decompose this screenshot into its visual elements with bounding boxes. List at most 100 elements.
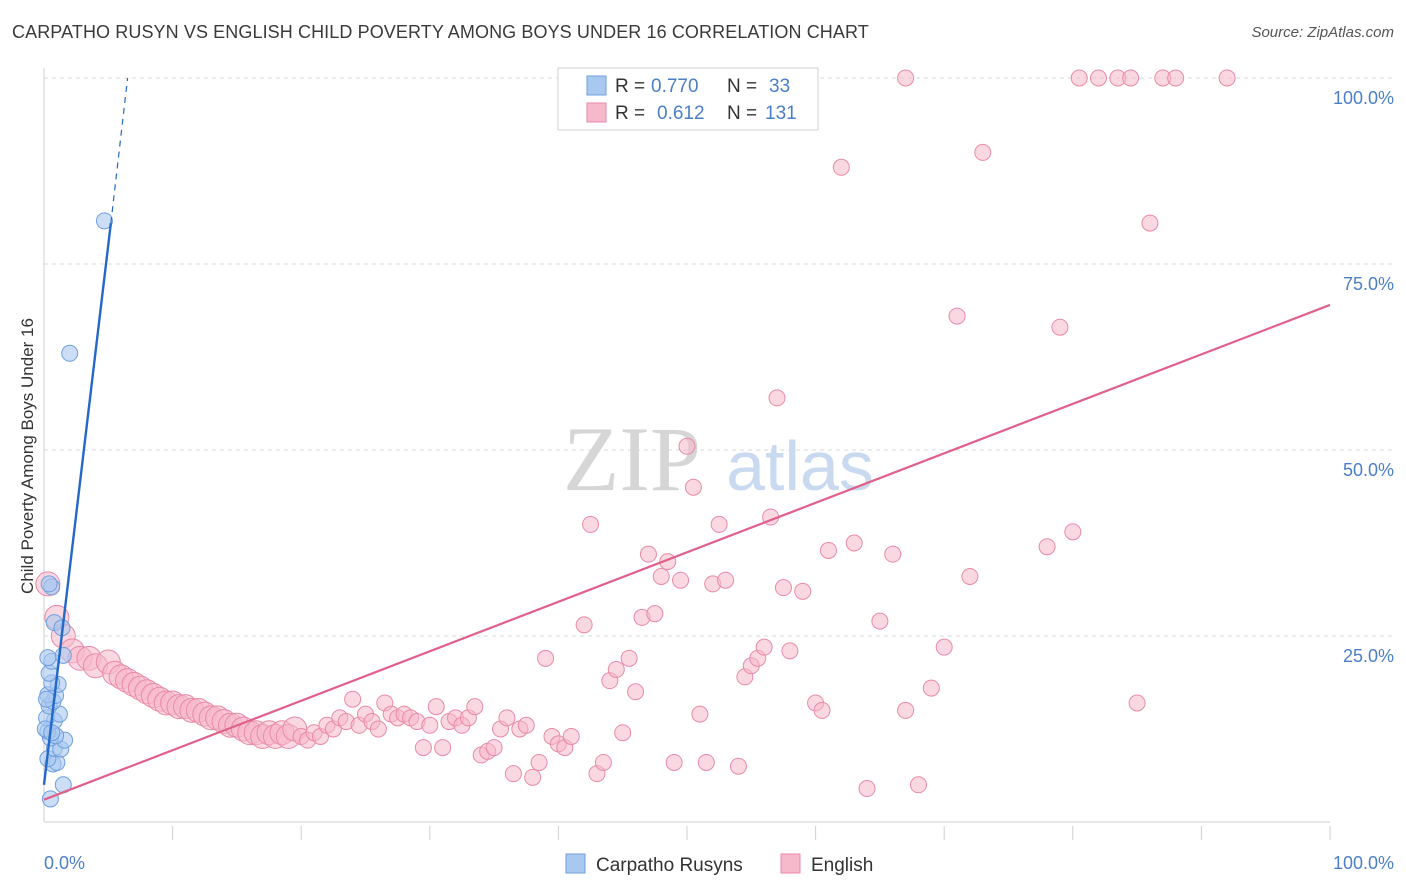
bottom-legend-label-blue: Carpatho Rusyns	[596, 855, 743, 876]
english-point	[1038, 538, 1056, 556]
english-point	[691, 705, 709, 723]
english-point	[922, 679, 940, 697]
english-point	[639, 545, 657, 563]
legend-r-value-pink: 0.612	[657, 103, 705, 124]
y-tick-label: 100.0%	[1333, 88, 1394, 108]
source-label: Source: ZipAtlas.com	[1251, 24, 1394, 41]
english-point	[794, 582, 812, 600]
english-point	[768, 389, 786, 407]
legend-swatch-pink	[586, 102, 607, 123]
english-point	[614, 724, 632, 742]
english-point	[909, 776, 927, 794]
english-point	[665, 753, 683, 771]
y-tick-label: 25.0%	[1343, 646, 1394, 666]
english-point	[948, 307, 966, 325]
english-point	[1090, 69, 1108, 87]
legend-swatch-blue	[586, 75, 607, 96]
english-point	[524, 768, 542, 786]
watermark: ZIP atlas	[563, 408, 874, 510]
english-point	[897, 69, 915, 87]
carpatho-rusyn-point	[39, 649, 57, 667]
chart-title: CARPATHO RUSYN VS ENGLISH CHILD POVERTY …	[12, 22, 869, 42]
english-point	[774, 579, 792, 597]
english-point	[607, 660, 625, 678]
english-point	[717, 571, 735, 589]
y-tick-label: 75.0%	[1343, 274, 1394, 294]
english-points	[35, 69, 1236, 798]
english-point	[832, 158, 850, 176]
english-point	[575, 616, 593, 634]
axes: 100.0% 75.0% 50.0% 25.0% 0.0% 100.0% Child Pov…	[18, 68, 1394, 873]
carpatho-rusyn-point	[38, 690, 56, 708]
english-point	[1122, 69, 1140, 87]
bottom-legend-label-pink: English	[811, 855, 873, 876]
carpatho-rusyn-point	[40, 575, 58, 593]
english-point	[530, 753, 548, 771]
english-point	[1051, 318, 1069, 336]
x-tick-label: 100.0%	[1333, 853, 1394, 873]
english-point	[1167, 69, 1185, 87]
english-point	[684, 478, 702, 496]
english-point	[646, 605, 664, 623]
english-point	[582, 515, 600, 533]
english-point	[884, 545, 902, 563]
english-point	[678, 437, 696, 455]
english-point	[594, 753, 612, 771]
legend-box: R = 0.770 N = 33 R = 0.612 N = 131	[557, 67, 819, 131]
legend-r-label-pink: R =	[615, 103, 645, 124]
english-point	[1218, 69, 1236, 87]
english-point	[710, 515, 728, 533]
legend-n-label-blue: N =	[727, 76, 757, 97]
english-point	[697, 753, 715, 771]
english-point	[1141, 214, 1159, 232]
trendlines	[42, 77, 1331, 801]
english-point	[485, 739, 503, 757]
english-point	[344, 690, 362, 708]
legend-r-label-blue: R =	[615, 76, 645, 97]
grid	[44, 77, 1392, 637]
english-point	[935, 638, 953, 656]
english-point	[434, 739, 452, 757]
english-point	[845, 534, 863, 552]
english-point	[755, 638, 773, 656]
carpatho-rusyn-points	[36, 212, 113, 808]
x-tick-label: 0.0%	[44, 853, 85, 873]
y-tick-label: 50.0%	[1343, 460, 1394, 480]
english-point	[562, 727, 580, 745]
legend-r-value-blue: 0.770	[651, 76, 699, 97]
legend-n-value-pink: 131	[765, 103, 797, 124]
english-point	[427, 698, 445, 716]
english-point	[858, 780, 876, 798]
bottom-legend-swatch-pink	[780, 853, 801, 874]
english-point	[498, 709, 516, 727]
english-trendline	[43, 303, 1331, 801]
english-point	[620, 649, 638, 667]
english-point	[781, 642, 799, 660]
watermark-zip: ZIP	[563, 408, 701, 510]
english-point	[504, 765, 522, 783]
bottom-legend: Carpatho Rusyns English	[565, 853, 873, 876]
english-point	[1070, 69, 1088, 87]
english-point	[1128, 694, 1146, 712]
english-point	[974, 143, 992, 161]
carpatho-rusyn-point	[95, 212, 113, 230]
bottom-legend-swatch-blue	[565, 853, 586, 874]
english-point	[369, 720, 387, 738]
english-point	[517, 716, 535, 734]
english-point	[961, 567, 979, 585]
watermark-atlas: atlas	[726, 427, 874, 505]
y-axis-label: Child Poverty Among Boys Under 16	[18, 318, 37, 594]
carpatho-rusyn-trendline	[42, 222, 113, 785]
english-point	[466, 698, 484, 716]
english-point	[652, 567, 670, 585]
carpatho-rusyn-trendline-extension	[110, 77, 129, 224]
english-point	[421, 716, 439, 734]
english-point	[897, 701, 915, 719]
english-point	[871, 612, 889, 630]
english-point	[813, 701, 831, 719]
english-point	[1064, 523, 1082, 541]
english-point	[819, 541, 837, 559]
english-point	[627, 683, 645, 701]
carpatho-rusyn-point	[61, 344, 79, 362]
